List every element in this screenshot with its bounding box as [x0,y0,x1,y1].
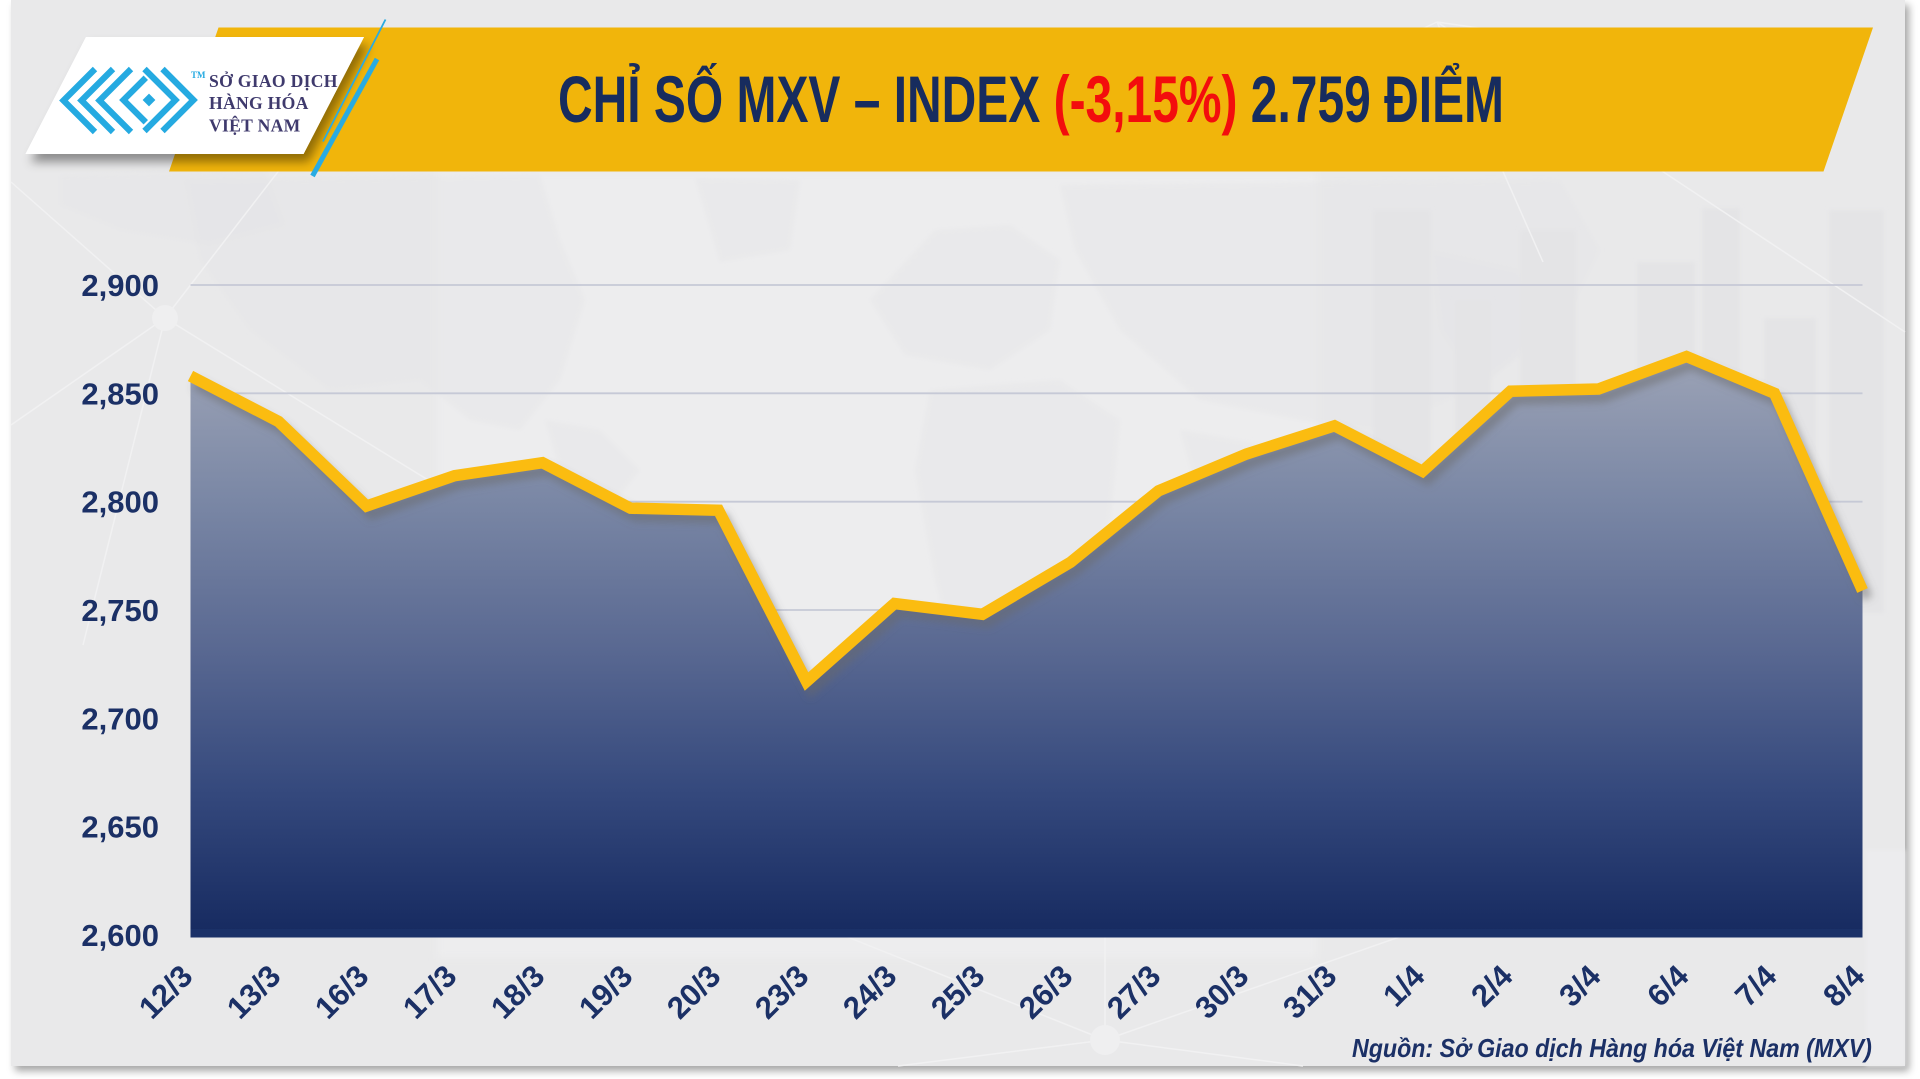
svg-text:HÀNG HÓA: HÀNG HÓA [209,93,309,113]
svg-text:SỞ GIAO DỊCH: SỞ GIAO DỊCH [209,71,338,91]
svg-text:2,750: 2,750 [81,593,159,628]
svg-text:2,800: 2,800 [81,485,159,520]
svg-text:2,700: 2,700 [81,701,159,736]
svg-text:TM: TM [191,70,206,80]
svg-text:2,850: 2,850 [81,376,159,411]
svg-text:Nguồn: Sở Giao dịch Hàng hóa V: Nguồn: Sở Giao dịch Hàng hóa Việt Nam (M… [1352,1035,1872,1063]
svg-text:2,600: 2,600 [81,918,159,953]
svg-text:2,900: 2,900 [81,268,159,303]
svg-text:CHỈ SỐ MXV – INDEX (-3,15%) 2.: CHỈ SỐ MXV – INDEX (-3,15%) 2.759 ĐIỂM [558,62,1504,136]
svg-text:VIỆT NAM: VIỆT NAM [209,116,301,136]
svg-text:2,650: 2,650 [81,810,159,845]
